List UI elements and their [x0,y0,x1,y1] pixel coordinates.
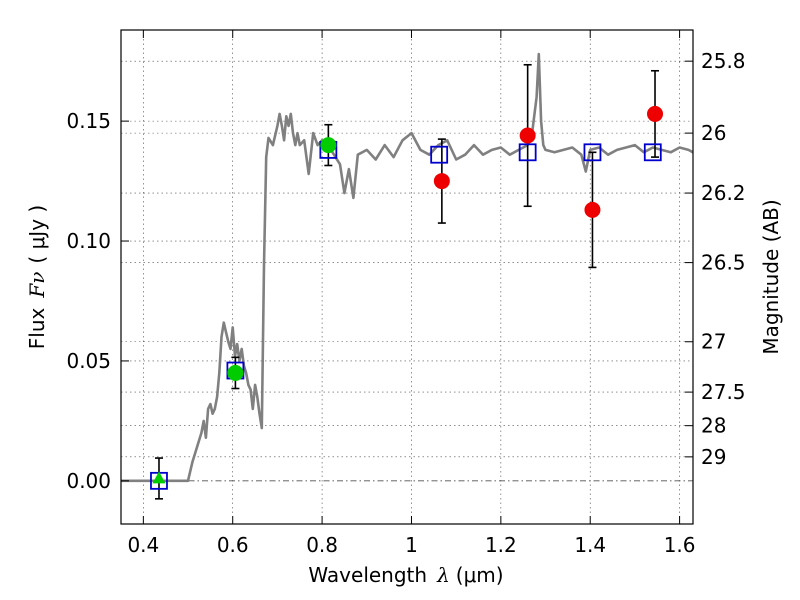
y-tick-label: 0.00 [66,469,111,493]
x-tick-label: 1.2 [485,533,517,557]
y-axis-label-unit: ( μJy ) [25,205,49,264]
x-axis-label-symbol: λ [436,563,450,587]
red-data-point [519,127,536,144]
y-tick-label: 0.10 [66,229,111,253]
red-data-point [433,173,450,190]
green-upper-limit-triangle [152,471,166,484]
y-tick-label: 0.05 [66,349,111,373]
y2-tick-label: 25.8 [701,49,746,73]
y-axis-ticks: 0.00 0.05 0.10 0.15 [66,109,129,493]
model-band-square [583,143,602,162]
x-axis-ticks: 0.4 0.6 0.8 1 1.2 1.4 1.6 [127,30,696,557]
x-axis-label-unit: (μm) [456,563,504,587]
x-axis-label: Wavelength λ (μm) [308,563,503,587]
red-data-point [584,201,601,218]
observed-points [152,105,664,484]
y2-tick-label: 26 [701,121,726,145]
error-bars [154,63,660,500]
y-tick-label: 0.15 [66,109,111,133]
y-axis-label: Flux Fν ( μJy ) [25,205,49,349]
y2-tick-label: 29 [701,445,726,469]
model-band-square [643,143,662,162]
y-axis-label-symbol: Fν [25,272,49,299]
x-tick-label: 1.4 [574,533,606,557]
green-data-point [227,364,244,381]
model-band-square [518,143,537,162]
y2-tick-label: 27 [701,330,726,354]
x-tick-label: 0.6 [217,533,249,557]
green-data-point [320,137,337,154]
x-tick-label: 0.8 [306,533,338,557]
x-tick-label: 1.6 [664,533,696,557]
x-tick-label: 1 [405,533,418,557]
x-axis-label-prefix: Wavelength [308,563,427,587]
y2-axis-label: Magnitude (AB) [759,199,783,354]
plot-frame [120,29,694,525]
y2-tick-label: 26.5 [701,251,746,275]
model-band-square [430,145,449,164]
y2-tick-label: 28 [701,414,726,438]
y2-tick-label: 27.5 [701,380,746,404]
y-axis-label-prefix: Flux [25,307,49,349]
y2-axis-ticks: 25.8 26 26.2 26.5 27 27.5 28 29 [685,49,746,469]
x-tick-label: 0.4 [127,533,159,557]
y2-tick-label: 26.2 [701,181,746,205]
red-data-point [647,105,664,122]
